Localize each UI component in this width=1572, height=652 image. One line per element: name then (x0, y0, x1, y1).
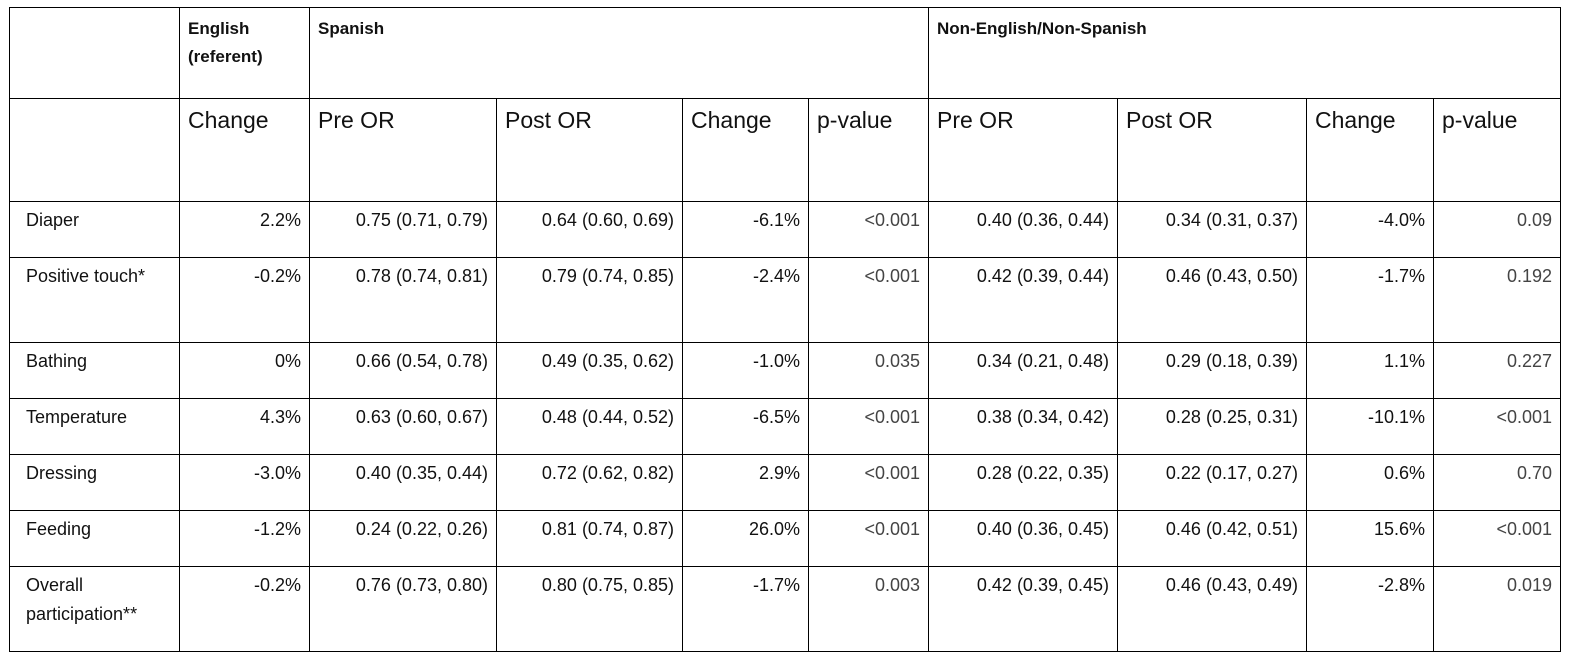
subheader-ot-change: Change (1306, 98, 1434, 202)
sp-post-cell: 0.80 (0.75, 0.85) (496, 566, 683, 652)
group-other: Non-English/Non-Spanish (927, 7, 1562, 99)
ot-p-cell: 0.70 (1432, 454, 1562, 511)
ot-pre-cell: 0.42 (0.39, 0.45) (928, 566, 1118, 652)
subheader-sp-post: Post OR (496, 98, 683, 202)
sp-p-cell: <0.001 (808, 398, 929, 455)
sp-change-cell: 26.0% (682, 510, 809, 567)
ot-p-cell: 0.192 (1432, 257, 1562, 343)
eng-change-cell: -0.2% (179, 257, 310, 343)
ot-pre-cell: 0.38 (0.34, 0.42) (928, 398, 1118, 455)
table-row: Feeding -1.2% 0.24 (0.22, 0.26) 0.81 (0.… (9, 510, 1562, 567)
table-row: Positive touch* -0.2% 0.78 (0.74, 0.81) … (9, 257, 1562, 343)
sp-pre-cell: 0.78 (0.74, 0.81) (309, 257, 497, 343)
sp-post-cell: 0.64 (0.60, 0.69) (496, 201, 683, 258)
sp-post-cell: 0.72 (0.62, 0.82) (496, 454, 683, 511)
results-table: English (referent) Spanish Non-English/N… (9, 7, 1562, 652)
eng-change-cell: -0.2% (179, 566, 310, 652)
ot-post-cell: 0.29 (0.18, 0.39) (1117, 342, 1307, 399)
subheader-sp-change: Change (682, 98, 809, 202)
group-header-row: English (referent) Spanish Non-English/N… (9, 7, 1562, 99)
eng-change-cell: 2.2% (179, 201, 310, 258)
subheader-ot-pre: Pre OR (928, 98, 1118, 202)
sp-p-cell: <0.001 (808, 510, 929, 567)
ot-pre-cell: 0.34 (0.21, 0.48) (928, 342, 1118, 399)
subheader-ot-post: Post OR (1117, 98, 1307, 202)
ot-p-cell: <0.001 (1432, 398, 1562, 455)
ot-change-cell: 15.6% (1306, 510, 1434, 567)
ot-pre-cell: 0.28 (0.22, 0.35) (928, 454, 1118, 511)
row-label: Temperature (9, 398, 180, 455)
sp-change-cell: -6.5% (682, 398, 809, 455)
subheader-ot-p: p-value (1432, 98, 1562, 202)
sp-p-cell: <0.001 (808, 454, 929, 511)
row-label: Diaper (9, 201, 180, 258)
eng-change-cell: 4.3% (179, 398, 310, 455)
row-label: Dressing (9, 454, 180, 511)
ot-change-cell: -2.8% (1306, 566, 1434, 652)
sp-change-cell: -1.7% (682, 566, 809, 652)
sp-post-cell: 0.81 (0.74, 0.87) (496, 510, 683, 567)
subheader-eng-change: Change (179, 98, 310, 202)
sp-change-cell: -2.4% (682, 257, 809, 343)
sp-pre-cell: 0.75 (0.71, 0.79) (309, 201, 497, 258)
sp-post-cell: 0.48 (0.44, 0.52) (496, 398, 683, 455)
ot-pre-cell: 0.40 (0.36, 0.44) (928, 201, 1118, 258)
ot-change-cell: 1.1% (1306, 342, 1434, 399)
sp-p-cell: 0.035 (808, 342, 929, 399)
sp-p-cell: <0.001 (808, 257, 929, 343)
ot-change-cell: -1.7% (1306, 257, 1434, 343)
eng-change-cell: -3.0% (179, 454, 310, 511)
ot-pre-cell: 0.40 (0.36, 0.45) (928, 510, 1118, 567)
sp-pre-cell: 0.24 (0.22, 0.26) (309, 510, 497, 567)
corner-cell (9, 7, 180, 99)
table-row: Dressing -3.0% 0.40 (0.35, 0.44) 0.72 (0… (9, 454, 1562, 511)
ot-post-cell: 0.28 (0.25, 0.31) (1117, 398, 1307, 455)
ot-post-cell: 0.34 (0.31, 0.37) (1117, 201, 1307, 258)
table-row: Diaper 2.2% 0.75 (0.71, 0.79) 0.64 (0.60… (9, 201, 1562, 258)
eng-change-cell: -1.2% (179, 510, 310, 567)
group-spanish: Spanish (309, 7, 929, 99)
subheader-blank (9, 98, 180, 202)
ot-p-cell: 0.227 (1432, 342, 1562, 399)
sp-post-cell: 0.79 (0.74, 0.85) (496, 257, 683, 343)
subheader-sp-p: p-value (808, 98, 929, 202)
eng-change-cell: 0% (179, 342, 310, 399)
ot-p-cell: 0.019 (1432, 566, 1562, 652)
sp-post-cell: 0.49 (0.35, 0.62) (496, 342, 683, 399)
sp-pre-cell: 0.76 (0.73, 0.80) (309, 566, 497, 652)
ot-p-cell: 0.09 (1432, 201, 1562, 258)
row-label: Positive touch* (9, 257, 180, 343)
sp-p-cell: <0.001 (808, 201, 929, 258)
ot-post-cell: 0.46 (0.43, 0.49) (1117, 566, 1307, 652)
ot-change-cell: -4.0% (1306, 201, 1434, 258)
subheader-row: Change Pre OR Post OR Change p-value Pre… (9, 98, 1562, 202)
ot-post-cell: 0.46 (0.43, 0.50) (1117, 257, 1307, 343)
subheader-sp-pre: Pre OR (309, 98, 497, 202)
ot-change-cell: -10.1% (1306, 398, 1434, 455)
ot-p-cell: <0.001 (1432, 510, 1562, 567)
table-row: Overall participation** -0.2% 0.76 (0.73… (9, 566, 1562, 652)
sp-p-cell: 0.003 (808, 566, 929, 652)
table-row: Temperature 4.3% 0.63 (0.60, 0.67) 0.48 … (9, 398, 1562, 455)
sp-pre-cell: 0.66 (0.54, 0.78) (309, 342, 497, 399)
sp-change-cell: -1.0% (682, 342, 809, 399)
sp-pre-cell: 0.40 (0.35, 0.44) (309, 454, 497, 511)
ot-pre-cell: 0.42 (0.39, 0.44) (928, 257, 1118, 343)
row-label: Bathing (9, 342, 180, 399)
row-label: Overall participation** (9, 566, 180, 652)
sp-change-cell: 2.9% (682, 454, 809, 511)
ot-change-cell: 0.6% (1306, 454, 1434, 511)
row-label: Feeding (9, 510, 180, 567)
ot-post-cell: 0.46 (0.42, 0.51) (1117, 510, 1307, 567)
sp-change-cell: -6.1% (682, 201, 809, 258)
group-english: English (referent) (179, 7, 310, 99)
sp-pre-cell: 0.63 (0.60, 0.67) (309, 398, 497, 455)
table-row: Bathing 0% 0.66 (0.54, 0.78) 0.49 (0.35,… (9, 342, 1562, 399)
ot-post-cell: 0.22 (0.17, 0.27) (1117, 454, 1307, 511)
